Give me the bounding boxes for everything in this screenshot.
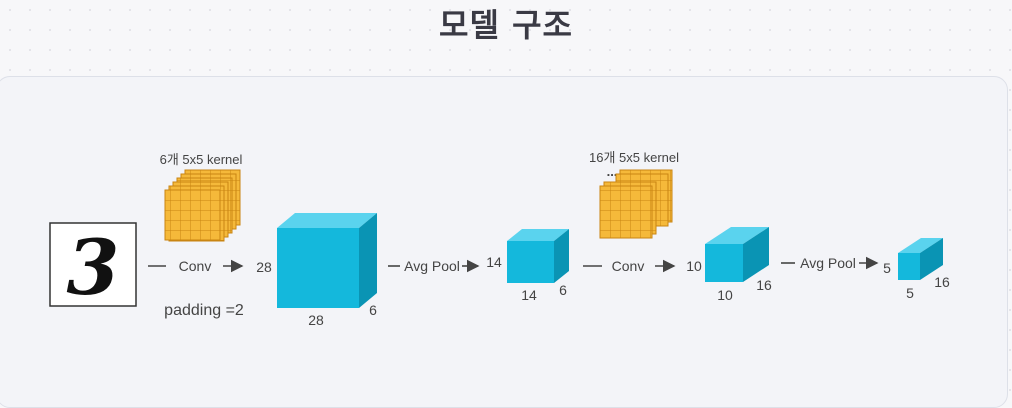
dim-c1-d: 6	[369, 302, 377, 318]
dim-p1-w: 14	[521, 287, 537, 303]
dim-p2-h: 5	[883, 260, 891, 276]
kernel-label-1: 6개 5x5 kernel	[160, 152, 243, 167]
input-image: 3	[49, 222, 137, 312]
kernel-stack-2	[599, 169, 673, 239]
dim-p1-d: 6	[559, 282, 567, 298]
digit-three: 3	[67, 223, 120, 312]
kernel-label-2: 16개 5x5 kernel	[589, 150, 679, 165]
feature-map-conv1	[277, 213, 377, 308]
feature-map-pool1	[507, 229, 569, 283]
dim-c2-h: 10	[686, 258, 702, 274]
diagram-panel	[0, 76, 1008, 408]
dim-p2-d: 16	[934, 274, 950, 290]
kernel-ellipsis: ...	[607, 164, 618, 179]
page-title: 모델 구조	[439, 6, 573, 44]
kernel-stack-1	[164, 169, 241, 242]
dim-p1-h: 14	[486, 254, 502, 270]
dim-c1-h: 28	[256, 259, 272, 275]
padding-label: padding =2	[164, 302, 244, 319]
feature-map-pool2	[898, 238, 943, 280]
dim-c2-w: 10	[717, 287, 733, 303]
dim-p2-w: 5	[906, 285, 914, 301]
op-avgpool-2: Avg Pool	[800, 255, 856, 271]
dim-c2-d: 16	[756, 277, 772, 293]
dim-c1-w: 28	[308, 312, 324, 328]
op-avgpool-1: Avg Pool	[404, 258, 460, 274]
op-conv-2: Conv	[612, 258, 645, 274]
op-conv-1: Conv	[179, 258, 212, 274]
feature-map-conv2	[705, 227, 769, 282]
